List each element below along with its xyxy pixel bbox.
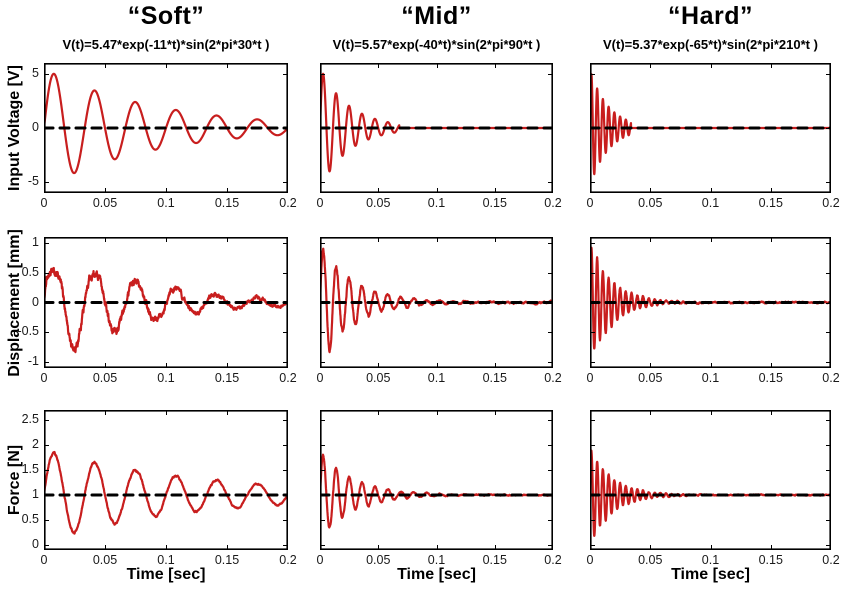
y-tick-label: -0.5 xyxy=(17,324,39,339)
subplot-r1-c1: 0 0.05 0.1 0.15 0.2 xyxy=(317,237,562,385)
y-tick-label: -1 xyxy=(27,354,39,369)
y-tick-label: 0 xyxy=(32,120,39,134)
x-tick-label: 0.1 xyxy=(701,553,720,567)
y-tick-label: 5 xyxy=(32,65,39,80)
column-formula-soft: V(t)=5.47*exp(-11*t)*sin(2*pi*30*t ) xyxy=(62,37,270,52)
subplot-r2-c0: 0 0.05 0.1 0.15 0.2 2.5 2 1.5 1 0.5 0 xyxy=(22,410,297,567)
plot-canvas-r1-c0 xyxy=(44,237,288,368)
subplot-r0-c2: 0 0.05 0.1 0.15 0.2 xyxy=(587,63,840,210)
y-tick-label: -5 xyxy=(27,174,39,189)
x-tick-label: 0.2 xyxy=(279,371,297,385)
y-tick-label: 0.5 xyxy=(21,512,39,526)
x-tick-label: 0.2 xyxy=(544,553,562,567)
subplot-r2-c1: 0 0.05 0.1 0.15 0.2 xyxy=(317,410,562,567)
x-tick-label: 0.15 xyxy=(482,196,507,210)
y-tick-label: 1.5 xyxy=(21,462,39,476)
x-tick-label: 0.1 xyxy=(157,196,175,210)
x-tick-label: 0.2 xyxy=(822,371,840,385)
x-axis-label-soft: Time [sec] xyxy=(126,566,206,583)
y-tick-label: 2.5 xyxy=(21,412,39,426)
x-tick-label: 0.15 xyxy=(214,371,240,385)
x-axis-label-hard: Time [sec] xyxy=(671,566,750,583)
y-tick-label: 1 xyxy=(32,487,39,501)
x-tick-label: 0.2 xyxy=(279,553,297,567)
x-tick-label: 0.2 xyxy=(279,196,297,210)
x-tick-label: 0.15 xyxy=(758,196,783,210)
x-tick-label: 0.1 xyxy=(157,371,175,385)
column-title-mid: “Mid” xyxy=(401,2,472,30)
x-tick-label: 0.05 xyxy=(366,553,391,567)
x-tick-label: 0.2 xyxy=(822,196,840,210)
plot-canvas-r2-c1 xyxy=(320,410,553,550)
x-tick-label: 0.1 xyxy=(701,371,720,385)
plot-canvas-r0-c0 xyxy=(44,63,288,193)
x-tick-label: 0 xyxy=(316,553,324,567)
x-tick-label: 0.05 xyxy=(638,371,663,385)
x-tick-label: 0.15 xyxy=(214,553,240,567)
x-tick-label: 0.2 xyxy=(822,553,840,567)
x-tick-label: 0.05 xyxy=(366,371,391,385)
plot-canvas-r1-c2 xyxy=(590,237,831,368)
x-tick-label: 0 xyxy=(40,196,48,210)
x-tick-label: 0.05 xyxy=(92,196,118,210)
x-tick-label: 0.05 xyxy=(92,371,118,385)
x-tick-label: 0.15 xyxy=(758,371,783,385)
y-tick-label: 0.5 xyxy=(21,264,39,279)
x-tick-label: 0.05 xyxy=(638,196,663,210)
x-tick-label: 0.05 xyxy=(366,196,391,210)
x-tick-label: 0.1 xyxy=(427,371,446,385)
x-tick-label: 0 xyxy=(316,371,324,385)
plot-canvas-r1-c1 xyxy=(320,237,553,368)
column-formula-mid: V(t)=5.57*exp(-40*t)*sin(2*pi*90*t ) xyxy=(332,37,541,52)
plot-canvas-r2-c0 xyxy=(44,410,288,550)
x-tick-label: 0 xyxy=(316,196,324,210)
column-title-hard: “Hard” xyxy=(668,2,753,30)
x-tick-label: 0.1 xyxy=(427,553,446,567)
y-tick-label: 1 xyxy=(32,234,39,249)
x-tick-label: 0.1 xyxy=(427,196,446,210)
x-tick-label: 0.1 xyxy=(157,553,175,567)
column-formula-hard: V(t)=5.37*exp(-65*t)*sin(2*pi*210*t ) xyxy=(603,37,818,52)
plot-canvas-r0-c2 xyxy=(590,63,831,193)
x-tick-label: 0.15 xyxy=(758,553,783,567)
column-title-soft: “Soft” xyxy=(127,2,205,30)
x-tick-label: 0.15 xyxy=(482,371,507,385)
x-tick-label: 0.05 xyxy=(92,553,118,567)
x-tick-label: 0 xyxy=(586,553,594,567)
x-tick-label: 0.15 xyxy=(214,196,240,210)
x-tick-label: 0.05 xyxy=(638,553,663,567)
y-tick-label: 2 xyxy=(32,437,39,451)
plot-canvas-r0-c1 xyxy=(320,63,553,193)
x-tick-label: 0 xyxy=(40,371,48,385)
x-tick-label: 0 xyxy=(586,196,594,210)
x-tick-label: 0 xyxy=(40,553,48,567)
x-tick-label: 0.2 xyxy=(544,371,562,385)
subplot-r1-c2: 0 0.05 0.1 0.15 0.2 xyxy=(587,237,840,385)
x-tick-label: 0 xyxy=(586,371,594,385)
x-axis-label-mid: Time [sec] xyxy=(397,566,476,583)
y-tick-label: 0 xyxy=(32,294,39,309)
x-tick-label: 0.2 xyxy=(544,196,562,210)
y-tick-label: 0 xyxy=(32,537,39,551)
x-tick-label: 0.15 xyxy=(482,553,507,567)
subplot-r2-c2: 0 0.05 0.1 0.15 0.2 xyxy=(587,410,840,567)
x-tick-label: 0.1 xyxy=(701,196,720,210)
subplot-r0-c0: 0 0.05 0.1 0.15 0.2 5 0 -5 xyxy=(28,63,297,210)
subplot-r0-c1: 0 0.05 0.1 0.15 0.2 xyxy=(317,63,562,210)
subplot-r1-c0: 0 0.05 0.1 0.15 0.2 1 0.5 0 -0.5 -1 xyxy=(17,235,296,385)
plot-canvas-r2-c2 xyxy=(590,410,831,550)
y-axis-label-text: Force [N] xyxy=(6,444,23,516)
